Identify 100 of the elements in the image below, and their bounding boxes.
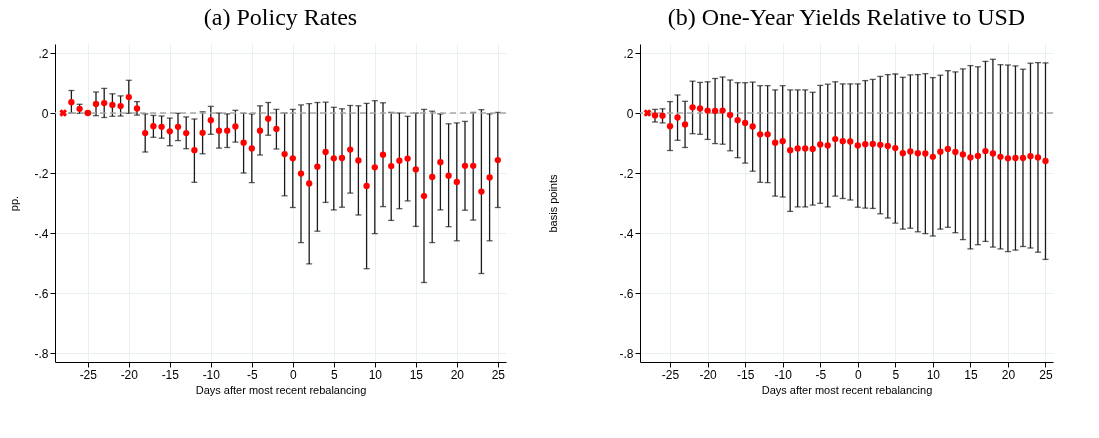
point: [297, 170, 305, 177]
point: [1034, 154, 1042, 161]
x-tick-label: -20: [699, 367, 718, 382]
point: [273, 125, 280, 133]
point: [1027, 153, 1034, 160]
point: [892, 144, 899, 152]
point: [982, 147, 989, 155]
point: [322, 148, 329, 156]
point: [92, 100, 100, 108]
point: [191, 147, 198, 154]
x-tick-label: 25: [491, 367, 506, 382]
point: [689, 104, 696, 111]
x-axis-title: Days after most recent rebalancing: [195, 383, 367, 396]
point: [802, 145, 809, 152]
x-tick-label: -10: [202, 367, 221, 382]
x-tick-label: 10: [926, 367, 941, 382]
point: [967, 154, 974, 161]
point: [68, 99, 75, 106]
point: [741, 119, 749, 127]
point: [445, 172, 452, 179]
point: [207, 117, 214, 124]
point: [696, 105, 704, 112]
x-tick-label: -5: [246, 367, 258, 382]
point: [944, 145, 952, 153]
x-tick-label: -20: [120, 367, 139, 382]
point: [158, 123, 165, 130]
point: [651, 112, 659, 119]
point: [150, 123, 157, 130]
point: [929, 153, 937, 160]
x-tick-label: 25: [1039, 367, 1053, 382]
x-tick-label: 5: [330, 367, 338, 382]
point: [379, 151, 387, 158]
point: [734, 117, 741, 124]
point: [824, 142, 831, 149]
x-tick-label: 0: [289, 367, 297, 382]
point: [772, 139, 779, 146]
point: [832, 135, 839, 143]
point: [907, 148, 914, 155]
point: [355, 157, 362, 164]
point: [711, 107, 719, 115]
point: [265, 115, 272, 122]
point: [314, 163, 321, 170]
y-tick-label: -.4: [34, 226, 49, 241]
point: [183, 129, 190, 137]
point: [437, 159, 444, 166]
point: [224, 127, 231, 134]
point: [461, 162, 469, 169]
y-tick-label: .2: [38, 46, 49, 61]
x-axis-title: Days after most recent rebalancing: [761, 383, 933, 396]
point: [794, 145, 801, 152]
y-tick-label: -.4: [619, 226, 634, 241]
point: [306, 180, 313, 187]
y-tick-label: 0: [626, 106, 634, 121]
point: [726, 111, 734, 119]
x-tick-label: -25: [79, 367, 98, 382]
x-tick-label: 10: [368, 367, 383, 382]
point: [922, 150, 929, 157]
point: [779, 138, 786, 145]
point: [109, 101, 116, 109]
point: [363, 182, 370, 190]
point: [719, 107, 726, 114]
point: [404, 155, 411, 162]
point: [659, 112, 666, 119]
point: [937, 148, 944, 155]
point: [486, 174, 493, 181]
x-tick-label: 15: [409, 367, 424, 382]
chart-title: (a) Policy Rates: [203, 4, 358, 30]
point: [974, 152, 982, 160]
x-tick-label: -10: [774, 367, 793, 382]
point: [839, 138, 846, 145]
point: [914, 150, 921, 157]
point: [215, 127, 223, 134]
y-tick-label: .2: [623, 46, 634, 61]
point: [338, 154, 346, 162]
point: [1012, 154, 1019, 162]
point: [347, 146, 354, 153]
point: [429, 173, 436, 181]
y-tick-label: -.2: [34, 166, 49, 181]
y-axis-title: basis points: [547, 173, 560, 233]
point: [756, 131, 764, 138]
point: [1004, 155, 1012, 162]
point: [330, 155, 337, 162]
y-tick-label: -.8: [619, 346, 634, 361]
x-tick-label: -5: [815, 367, 827, 382]
point: [101, 99, 108, 107]
point: [809, 145, 816, 153]
point: [749, 123, 756, 130]
y-tick-label: 0: [41, 106, 49, 121]
point: [256, 127, 264, 134]
point: [494, 156, 501, 164]
point: [666, 123, 674, 130]
point: [862, 141, 869, 148]
x-tick-label: -15: [161, 367, 180, 382]
point: [117, 102, 124, 110]
point: [884, 142, 891, 150]
point: [59, 109, 68, 117]
point: [854, 142, 861, 149]
x-tick-label: 0: [854, 367, 862, 382]
point: [764, 131, 771, 138]
point: [674, 114, 681, 121]
